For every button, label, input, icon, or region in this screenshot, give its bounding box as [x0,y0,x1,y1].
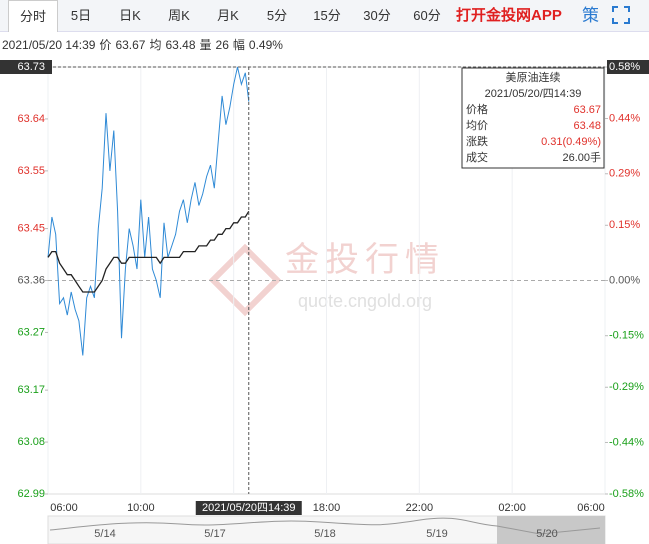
tooltip-value: 63.48 [573,120,601,132]
y2-tick-label: -0.15% [609,330,644,342]
navigator [47,515,606,544]
tooltip: 美原油连续 2021/05/20/四14:39 价格 63.67 均价 63.48 涨跌 0.… [461,67,605,169]
tooltip-value: 0.31(0.49%) [541,136,601,148]
navigator-date: 5/20 [536,528,557,540]
info-label: 量 [199,38,212,52]
y-tick-label: 62.99 [17,488,45,500]
tooltip-label: 价格 [466,102,488,116]
crosshair-x-label: 2021/05/20四14:39 [202,502,296,514]
navigator-date: 5/18 [314,528,335,540]
crosshair-y2-label: 0.58% [609,61,640,73]
tooltip-box [461,67,605,169]
tab[interactable]: 日K [119,8,141,23]
info-label: 幅 [232,38,245,52]
x-tick-label: 06:00 [50,502,78,514]
crosshair-label-bg [195,501,302,515]
y2-tick-label: 0.58% [609,61,640,73]
tooltip-label: 均价 [466,119,488,132]
y2-tick-label: 0.29% [609,168,640,180]
y-tick-label: 63.55 [17,165,45,177]
strategy-button[interactable]: 策 [582,6,599,25]
navigator-line [49,517,601,535]
info-label: 价 [99,38,112,52]
y-tick-label: 63.73 [17,61,45,73]
tab[interactable]: 5分 [266,8,288,23]
tab-bar: 分时 5日 日K 周K 月K 5分 15分 30分 60分 [0,0,649,32]
tab[interactable]: 周K [168,8,190,23]
y-tick-label: 63.64 [17,113,45,125]
tooltip-value: 26.00手 [562,150,601,164]
y2-tick-label: -0.44% [609,436,644,448]
navigator-date: 5/14 [94,528,115,540]
y2-tick-label: 0.44% [609,112,640,124]
y2-tick-label: -0.58% [609,488,644,500]
crosshair-label-bg [607,60,649,74]
info-value: 0.49% [248,38,283,52]
info-time: 2021/05/20 14:39 [2,38,96,52]
y-tick-label: 63.08 [17,436,45,448]
y-tick-label: 63.17 [17,384,45,396]
tooltip-value: 63.67 [573,104,601,116]
x-tick-label: 10:00 [127,502,155,514]
info-label: 均 [149,38,162,52]
plot-area [47,66,606,495]
y2-tick-label: -0.29% [609,381,644,393]
y-tick-label: 63.45 [17,222,45,234]
tab[interactable]: 月K [217,8,239,23]
series-line [47,210,250,293]
info-value: 26 [215,38,229,52]
navigator-selection [497,516,605,544]
navigator-date: 5/17 [204,528,225,540]
crosshair-label-bg [0,60,52,74]
x-tick-label: 14:00 [220,502,248,514]
watermark-logo [208,243,282,317]
series-line [47,66,250,356]
tooltip-label: 成交 [466,150,488,164]
tab[interactable]: 15分 [313,8,341,23]
watermark: 金投行情 [285,241,445,279]
tooltip-label: 涨跌 [466,134,488,148]
tooltip-date: 2021/05/20/四14:39 [485,88,582,100]
app-link[interactable]: 打开金投网APP [456,7,562,24]
x-tick-label: 18:00 [313,502,341,514]
y-tick-label: 63.36 [17,274,45,286]
fullscreen-icon[interactable] [612,6,630,24]
crosshair-y-label: 63.73 [17,61,45,73]
info-line: 2021/05/20 14:39 价 63.67 均 63.48 量 26 幅 0.49% [2,36,287,53]
y-tick-label: 63.27 [17,326,45,338]
tooltip-title: 美原油连续 [506,70,561,84]
x-tick-label: 06:00 [577,502,605,514]
y2-tick-label: 0.15% [609,219,640,231]
watermark-url: quote.cngold.org [298,291,432,311]
x-tick-label: 22:00 [406,502,434,514]
navigator-date: 5/19 [426,528,447,540]
info-value: 63.48 [165,38,196,52]
tab[interactable]: 分时 [8,0,58,32]
info-value: 63.67 [115,38,146,52]
x-tick-label: 02:00 [498,502,526,514]
tab[interactable]: 30分 [363,8,391,23]
y2-tick-label: 0.00% [609,274,640,286]
tab[interactable]: 5日 [70,8,92,23]
tab[interactable]: 60分 [413,8,441,23]
